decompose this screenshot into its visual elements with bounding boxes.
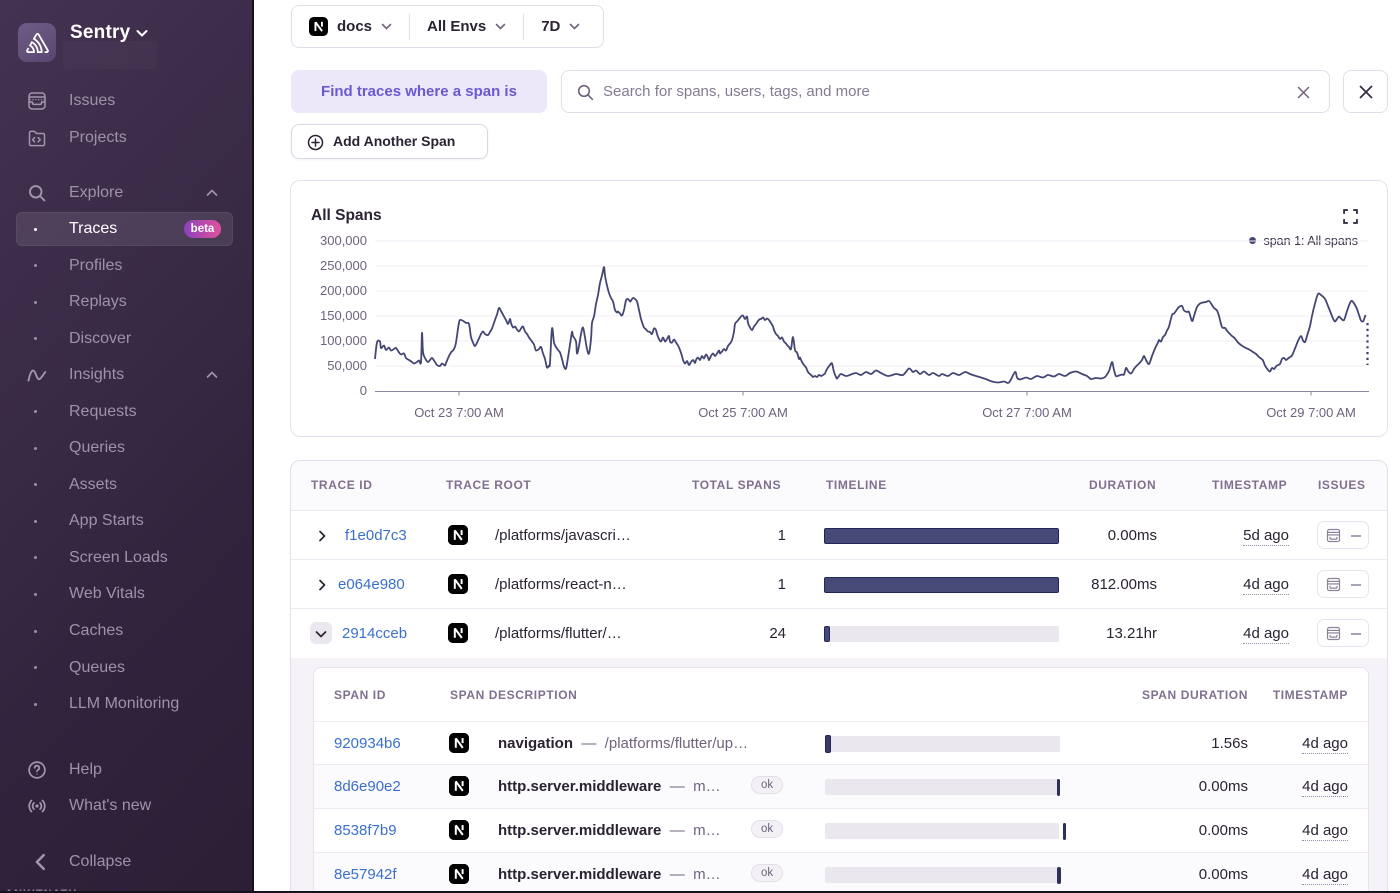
- svg-text:Oct 25 7:00 AM: Oct 25 7:00 AM: [698, 405, 788, 420]
- svg-text:Oct 23 7:00 AM: Oct 23 7:00 AM: [414, 405, 504, 420]
- svg-text:0: 0: [360, 383, 367, 398]
- svg-text:150,000: 150,000: [320, 308, 367, 323]
- svg-text:200,000: 200,000: [320, 283, 367, 298]
- svg-text:250,000: 250,000: [320, 258, 367, 273]
- svg-text:50,000: 50,000: [327, 358, 367, 373]
- svg-text:300,000: 300,000: [320, 233, 367, 248]
- svg-text:Oct 27 7:00 AM: Oct 27 7:00 AM: [982, 405, 1072, 420]
- svg-text:100,000: 100,000: [320, 333, 367, 348]
- svg-text:Oct 29 7:00 AM: Oct 29 7:00 AM: [1266, 405, 1356, 420]
